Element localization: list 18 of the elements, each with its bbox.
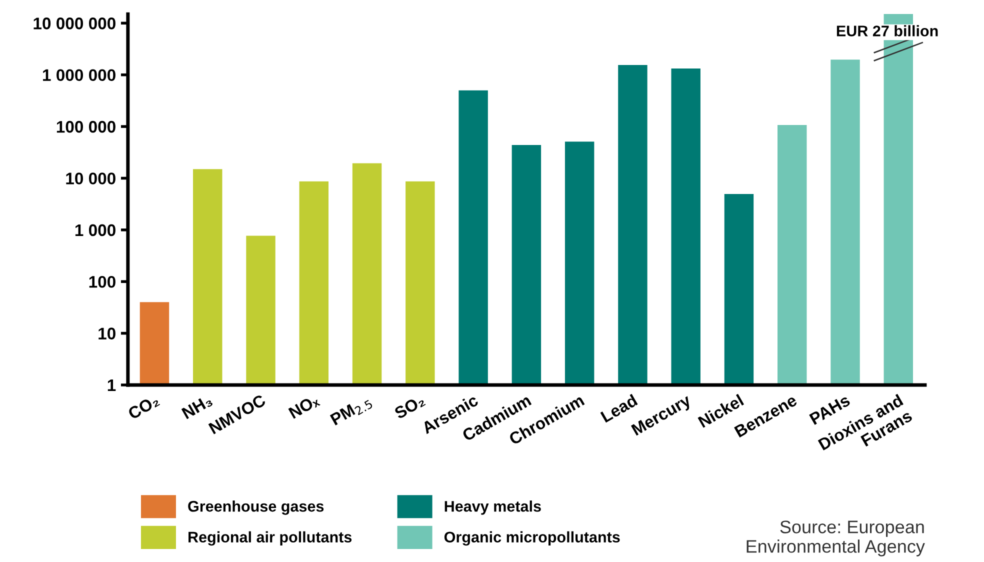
y-tick-label: 10 (98, 328, 116, 340)
y-tick-label: 1 (108, 380, 116, 392)
legend-label: Greenhouse gases (188, 500, 324, 515)
x-tick-label: PM$_{2.5}$ (330, 394, 374, 428)
legend-label: Heavy metals (444, 500, 541, 515)
y-tick-label: 10 000 (66, 172, 116, 184)
y-tick-label: 10 000 000 (34, 18, 116, 30)
x-tick-label: CO₂ (127, 394, 160, 420)
y-tick-label: 1 000 (75, 224, 116, 236)
legend-label: Organic micropollutants (444, 531, 620, 546)
annotation: EUR 27 billion (836, 25, 938, 36)
y-tick-label: 100 000 (56, 120, 116, 133)
legend-label: Regional air pollutants (188, 531, 352, 546)
y-tick-label: 1 000 000 (43, 69, 116, 82)
x-tick-label: NOₓ (288, 394, 321, 420)
source-note: Source: European Environmental Agency (746, 520, 925, 556)
y-tick-label: 100 (89, 276, 116, 288)
x-tick-label: SO₂ (394, 394, 426, 420)
